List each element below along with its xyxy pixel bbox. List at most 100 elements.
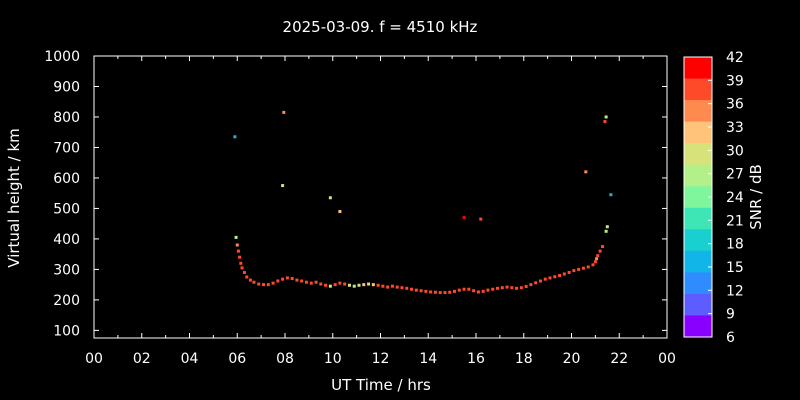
data-point (558, 274, 562, 278)
data-point (314, 280, 318, 284)
data-point (500, 286, 504, 290)
data-point (567, 270, 571, 274)
data-point (481, 289, 485, 293)
data-point (505, 285, 509, 289)
data-point (285, 276, 289, 280)
colorbar-segment (684, 164, 712, 187)
data-point (338, 209, 342, 213)
data-point (300, 279, 304, 283)
data-point (429, 290, 433, 294)
data-point (510, 286, 514, 290)
colorbar-segment (684, 57, 712, 80)
data-point (390, 284, 394, 288)
y-tick-label: 300 (53, 262, 80, 278)
data-point (281, 184, 285, 188)
data-point (476, 290, 480, 294)
data-point (324, 283, 328, 287)
x-tick-label: 00 (658, 351, 676, 367)
data-point (328, 196, 332, 200)
colorbar-tick-label: 24 (726, 190, 744, 206)
colorbar-segment (684, 250, 712, 273)
y-tick-label: 900 (53, 79, 80, 95)
data-point (424, 289, 428, 293)
data-point (604, 115, 608, 119)
data-point (604, 229, 608, 233)
x-tick-label: 06 (228, 351, 246, 367)
data-point (271, 281, 275, 285)
colorbar-tick-label: 21 (726, 213, 744, 229)
data-point (410, 287, 414, 291)
data-point (472, 289, 476, 293)
data-point (262, 283, 266, 287)
y-tick-label: 600 (53, 171, 80, 187)
data-point (479, 217, 483, 221)
data-point (333, 283, 337, 287)
data-point (543, 277, 547, 281)
data-point (295, 278, 299, 282)
data-point (386, 285, 390, 289)
colorbar-segment (684, 143, 712, 166)
data-point (586, 265, 590, 269)
data-point (276, 279, 280, 283)
data-point (519, 286, 523, 290)
x-tick-label: 00 (85, 351, 103, 367)
y-tick-label: 100 (53, 323, 80, 339)
data-point (235, 243, 239, 247)
data-point (245, 275, 249, 279)
data-point (319, 282, 323, 286)
colorbar-segment (684, 229, 712, 252)
data-point (457, 288, 461, 292)
colorbar-tick-label: 36 (726, 97, 744, 113)
x-tick-label: 20 (563, 351, 581, 367)
data-point (419, 289, 423, 293)
data-point (515, 286, 519, 290)
data-point (352, 284, 356, 288)
colorbar-tick-label: 30 (726, 143, 744, 159)
chart-title: 2025-03-09. f = 4510 kHz (283, 18, 478, 36)
y-tick-label: 1000 (44, 49, 80, 65)
data-point (609, 193, 613, 197)
colorbar-tick-label: 15 (726, 260, 744, 276)
colorbar-segment (684, 100, 712, 123)
data-point (240, 266, 244, 270)
data-point (495, 286, 499, 290)
data-point (596, 254, 600, 258)
data-point (524, 284, 528, 288)
x-axis-label: UT Time / hrs (331, 376, 431, 394)
y-axis: 100 200 300 400 500 600 700 800 900 1000 (44, 49, 667, 339)
data-point (371, 283, 375, 287)
data-point (233, 135, 237, 139)
data-point (238, 255, 242, 259)
x-axis: 00 02 04 06 08 10 12 14 16 18 20 22 00 (85, 56, 676, 367)
data-point (601, 245, 605, 249)
data-point (581, 266, 585, 270)
colorbar-tick-label: 27 (726, 167, 744, 183)
data-point (290, 277, 294, 281)
data-point (248, 278, 252, 282)
data-point (491, 287, 495, 291)
data-point (252, 280, 256, 284)
data-point (257, 282, 261, 286)
colorbar-tick-label: 12 (726, 283, 744, 299)
y-axis-label: Virtual height / km (5, 128, 23, 267)
data-point (338, 281, 342, 285)
data-point (304, 280, 308, 284)
colorbar-segment (684, 207, 712, 230)
x-tick-label: 16 (467, 351, 485, 367)
data-point (357, 283, 361, 287)
data-point (234, 235, 238, 239)
colorbar: 6 9 12 15 18 21 24 27 30 33 36 39 42 (683, 50, 744, 346)
data-point (538, 279, 542, 283)
colorbar-segment (684, 293, 712, 316)
colorbar-tick-label: 9 (726, 307, 735, 323)
colorbar-tick-label: 18 (726, 237, 744, 253)
data-point (443, 291, 447, 295)
data-point (448, 290, 452, 294)
y-tick-label: 500 (53, 201, 80, 217)
data-point (309, 281, 313, 285)
y-tick-label: 700 (53, 140, 80, 156)
colorbar-tick-label: 42 (726, 50, 744, 66)
colorbar-segment (684, 315, 712, 338)
data-point (362, 283, 366, 287)
